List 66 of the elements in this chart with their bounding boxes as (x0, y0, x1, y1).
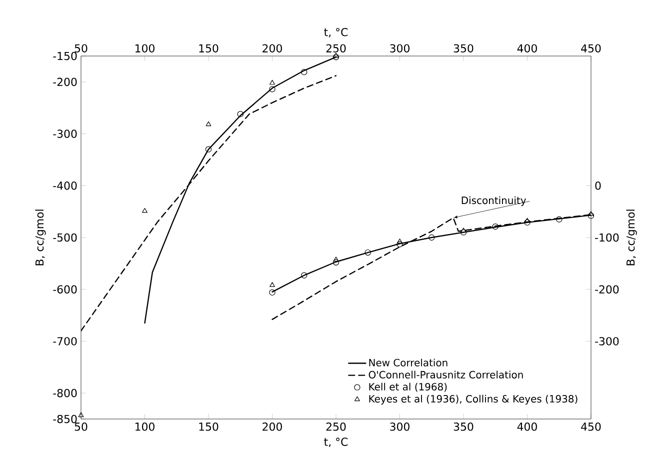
point (492, 224, 498, 230)
point (269, 86, 276, 92)
point (237, 110, 244, 118)
point (588, 212, 594, 219)
point (397, 238, 402, 244)
point (524, 218, 530, 223)
point (428, 234, 435, 241)
point (332, 259, 340, 266)
legend-label: Keyes et al (1936), Collins & Keyes (1938) (369, 394, 578, 405)
y2-axis-title: B, cc/gmol (626, 210, 637, 266)
x-tick-label: 250 (326, 44, 346, 52)
point (205, 146, 212, 152)
point (460, 228, 466, 232)
x-tick-label: 400 (517, 44, 537, 52)
x2-tick-label: 100 (135, 422, 154, 431)
y-tick-label: -700 (53, 337, 77, 346)
y2-tick-label: -100 (595, 233, 619, 242)
x-axis-title: t, °C (324, 438, 348, 448)
y2-tick-label: -300 (595, 337, 619, 346)
y-axis-title: B, cc/gmol (35, 210, 46, 266)
x-tick-label: 200 (262, 44, 282, 52)
y-tick-label: -300 (53, 130, 77, 138)
x2-tick-label: 350 (454, 422, 474, 431)
point (301, 68, 308, 76)
y-tick-label: -800 (53, 388, 77, 398)
x2-axis-title: t, °C (324, 28, 348, 38)
point (270, 282, 275, 287)
y2-tick-label: 0 (595, 182, 601, 190)
point (556, 216, 562, 222)
annotation: Discontinuity (462, 196, 526, 206)
y2-tick-label: -200 (595, 285, 619, 294)
point (206, 121, 212, 126)
y-tick-label: -850 (53, 414, 77, 424)
x-tick-label: 350 (454, 44, 474, 52)
legend-label: O'Connell-Prausnitz Correlation (368, 370, 523, 378)
x2-tick-label: 450 (581, 422, 601, 431)
x-tick-label: 450 (581, 44, 601, 52)
point (78, 412, 84, 418)
point (270, 80, 275, 85)
x2-tick-label: 200 (262, 422, 282, 431)
y-tick-label: -600 (53, 285, 77, 294)
y-tick-label: -200 (53, 78, 77, 86)
point (364, 249, 371, 256)
legend-label: Kell et al (1968) (369, 382, 447, 392)
y-tick-label: -500 (53, 233, 77, 242)
x2-tick-label: 300 (390, 422, 410, 431)
point (332, 54, 340, 60)
x-tick-label: 300 (390, 44, 410, 52)
x-tick-label: 100 (135, 44, 154, 52)
point (333, 52, 339, 58)
point (142, 208, 148, 213)
point (333, 256, 339, 262)
point (396, 241, 403, 248)
point (269, 289, 276, 296)
x2-tick-label: 250 (326, 422, 346, 431)
y-tick-label: -400 (53, 182, 77, 190)
x2-tick-label: 150 (199, 422, 218, 431)
x-tick-label: 50 (74, 44, 88, 52)
point (301, 272, 308, 278)
x-tick-label: 150 (199, 44, 218, 52)
x2-tick-label: 400 (517, 422, 537, 431)
x2-tick-label: 50 (74, 422, 88, 431)
point (524, 219, 530, 226)
legend-label: New Correlation (369, 358, 448, 366)
y-tick-label: -150 (53, 52, 77, 60)
point (460, 229, 467, 236)
